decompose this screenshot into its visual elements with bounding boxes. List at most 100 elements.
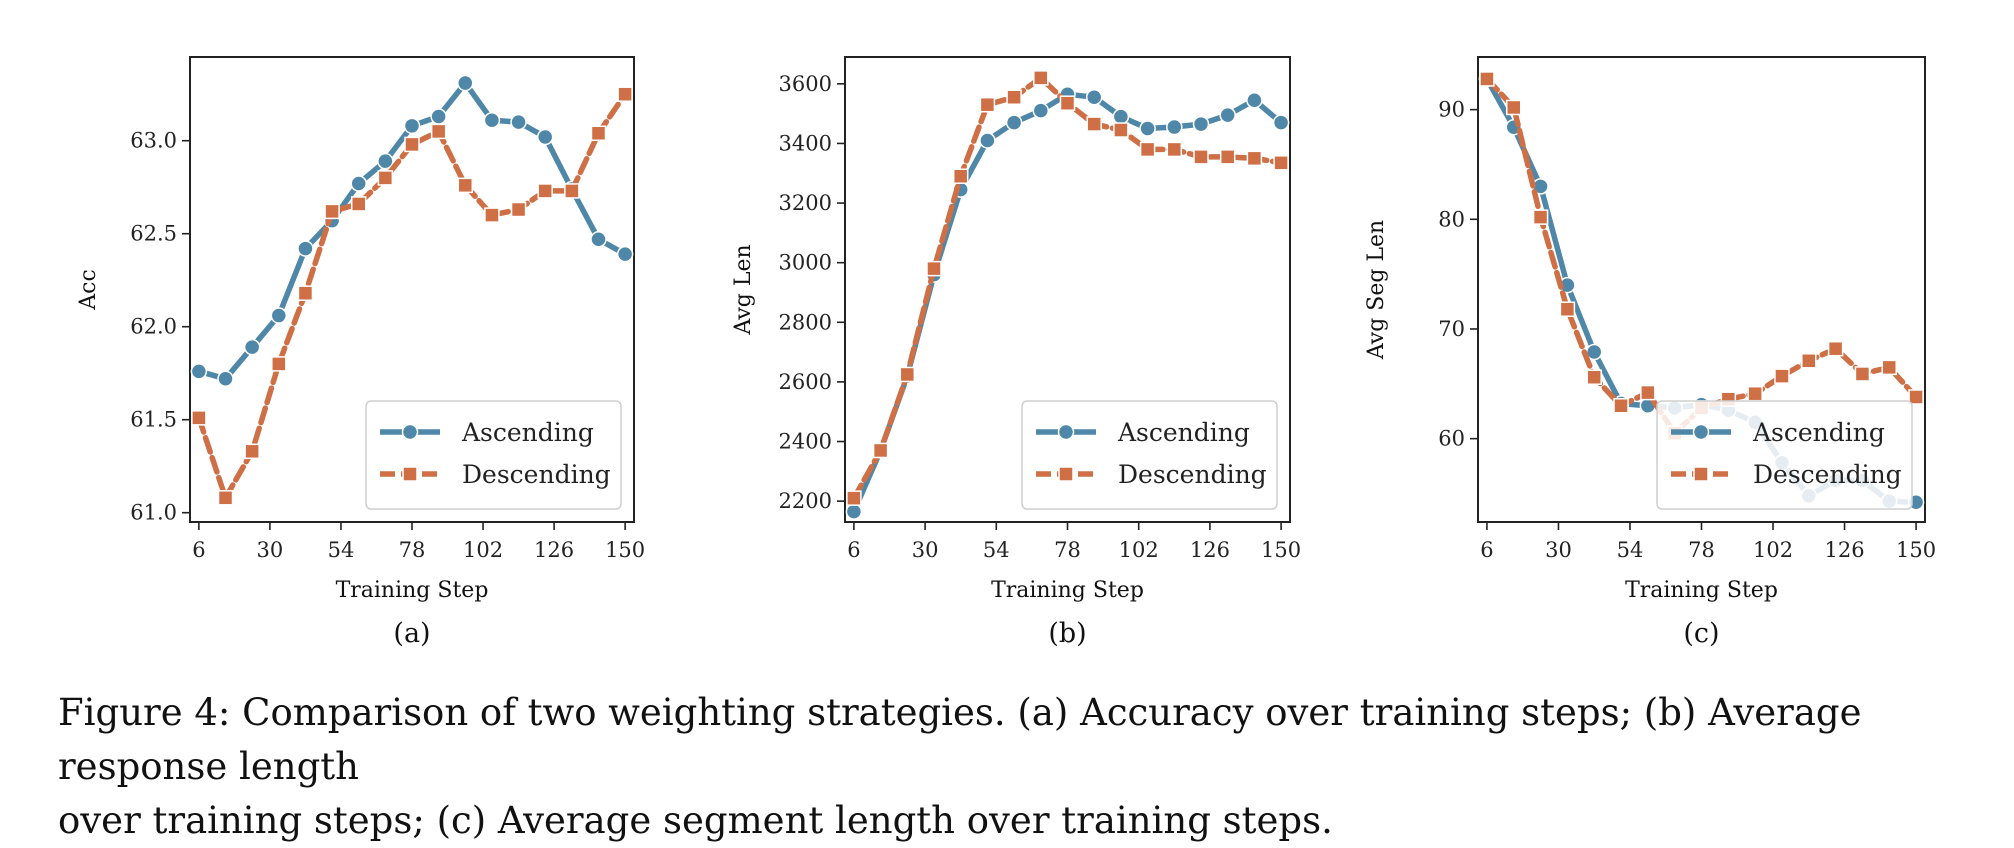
data-point xyxy=(403,117,421,135)
chart-panel-c: 6 30 54 78 102 126 150 60 70 80 90 Training Step Avg… xyxy=(1364,56,1936,649)
x-tick-label: 150 xyxy=(1896,538,1936,562)
data-point xyxy=(1613,398,1629,414)
legend-marker xyxy=(402,466,418,482)
y-tick-label: 3400 xyxy=(779,131,832,155)
legend-marker xyxy=(1057,423,1075,441)
figure-caption: Figure 4: Comparison of two weighting st… xyxy=(58,686,1988,848)
data-point xyxy=(217,370,234,388)
data-point xyxy=(979,132,996,149)
data-point xyxy=(457,177,474,194)
data-point xyxy=(1166,118,1183,136)
x-tick-label: 102 xyxy=(1119,538,1159,562)
data-point xyxy=(590,231,607,248)
data-point xyxy=(1219,106,1236,124)
data-point xyxy=(297,240,314,257)
y-axis-label: Acc xyxy=(76,269,101,311)
x-tick-label: 54 xyxy=(328,538,355,562)
x-tick-label: 150 xyxy=(1261,538,1301,562)
y-tick-label: 62.0 xyxy=(130,315,177,339)
x-tick-label: 30 xyxy=(257,538,284,562)
x-tick-label: 30 xyxy=(912,538,939,562)
data-point xyxy=(1219,149,1236,165)
y-tick-label: 2600 xyxy=(779,370,832,394)
data-point xyxy=(872,442,889,459)
x-tick-label: 150 xyxy=(605,538,645,562)
subfigure-label: (b) xyxy=(1048,618,1086,649)
y-axis-label: Avg Len xyxy=(731,244,756,335)
series-descending xyxy=(1479,71,1924,441)
data-point xyxy=(270,307,288,324)
x-tick-label: 102 xyxy=(463,538,503,562)
data-point xyxy=(1059,95,1076,111)
legend-box xyxy=(1656,400,1913,510)
data-point xyxy=(1586,369,1602,385)
data-point xyxy=(1113,122,1129,138)
y-tick-label: 61.5 xyxy=(130,408,177,432)
subfigure-label: (a) xyxy=(393,618,430,649)
x-tick-label: 6 xyxy=(192,538,205,562)
x-axis-label: Training Step xyxy=(1625,578,1778,603)
series-descending xyxy=(846,70,1289,506)
figure-charts: 6 30 54 78 102 126 150 61.0 61.5 62.0 62.5 63.0 Trai… xyxy=(76,56,1936,649)
series-ascending xyxy=(845,86,1290,520)
data-point xyxy=(1774,368,1790,384)
data-point xyxy=(1479,71,1495,87)
legend: Ascending Descending xyxy=(365,400,622,510)
data-point xyxy=(952,168,969,184)
data-point xyxy=(190,363,208,380)
legend-marker xyxy=(1058,466,1074,482)
y-tick-label: 2800 xyxy=(779,310,832,334)
data-point xyxy=(1246,150,1263,167)
data-point xyxy=(846,490,862,506)
x-tick-label: 6 xyxy=(1480,538,1493,562)
data-point xyxy=(244,443,260,460)
y-tick-label: 63.0 xyxy=(130,129,177,153)
y-tick-label: 3200 xyxy=(779,191,832,215)
y-tick-label: 2200 xyxy=(779,489,832,513)
data-point xyxy=(1112,108,1130,125)
data-point xyxy=(484,207,500,223)
data-point xyxy=(1166,141,1183,158)
data-point xyxy=(979,96,996,113)
caption-line-1: Figure 4: Comparison of two weighting st… xyxy=(58,691,1862,788)
data-point xyxy=(217,490,234,506)
legend-entry-label: Descending xyxy=(1118,460,1267,489)
x-tick-label: 54 xyxy=(983,538,1010,562)
x-tick-label: 30 xyxy=(1545,538,1572,562)
legend-marker xyxy=(401,423,419,441)
legend-box xyxy=(1021,400,1278,510)
data-point xyxy=(537,183,553,199)
y-tick-label: 70 xyxy=(1438,317,1465,341)
x-tick-label: 78 xyxy=(1688,538,1715,562)
legend-entry-label: Descending xyxy=(462,460,611,489)
series-ascending xyxy=(190,74,634,388)
data-point xyxy=(617,86,633,102)
chart-panel-a: 6 30 54 78 102 126 150 61.0 61.5 62.0 62.5 63.0 Trai… xyxy=(76,56,645,649)
data-point xyxy=(350,175,367,192)
data-point xyxy=(243,338,261,356)
data-point xyxy=(350,196,367,212)
data-point xyxy=(1640,384,1656,401)
data-point xyxy=(1246,91,1263,109)
data-point xyxy=(430,123,447,140)
data-point xyxy=(1506,99,1522,116)
y-tick-label: 2400 xyxy=(779,430,832,454)
data-point xyxy=(1086,116,1102,132)
legend-marker xyxy=(1692,423,1710,441)
x-tick-label: 78 xyxy=(1054,538,1081,562)
data-point xyxy=(1532,209,1549,225)
y-tick-label: 60 xyxy=(1438,427,1465,451)
y-tick-label: 3000 xyxy=(779,251,832,275)
data-point xyxy=(1085,88,1103,106)
data-point xyxy=(1908,389,1924,405)
data-point xyxy=(483,111,501,129)
data-point xyxy=(1801,353,1817,369)
x-tick-label: 102 xyxy=(1753,538,1793,562)
data-point xyxy=(616,245,634,263)
data-point xyxy=(1032,102,1050,119)
y-tick-label: 61.0 xyxy=(130,501,177,525)
data-point xyxy=(1006,89,1022,105)
subfigure-label: (c) xyxy=(1683,618,1719,649)
data-point xyxy=(297,285,314,301)
data-point xyxy=(430,108,447,125)
